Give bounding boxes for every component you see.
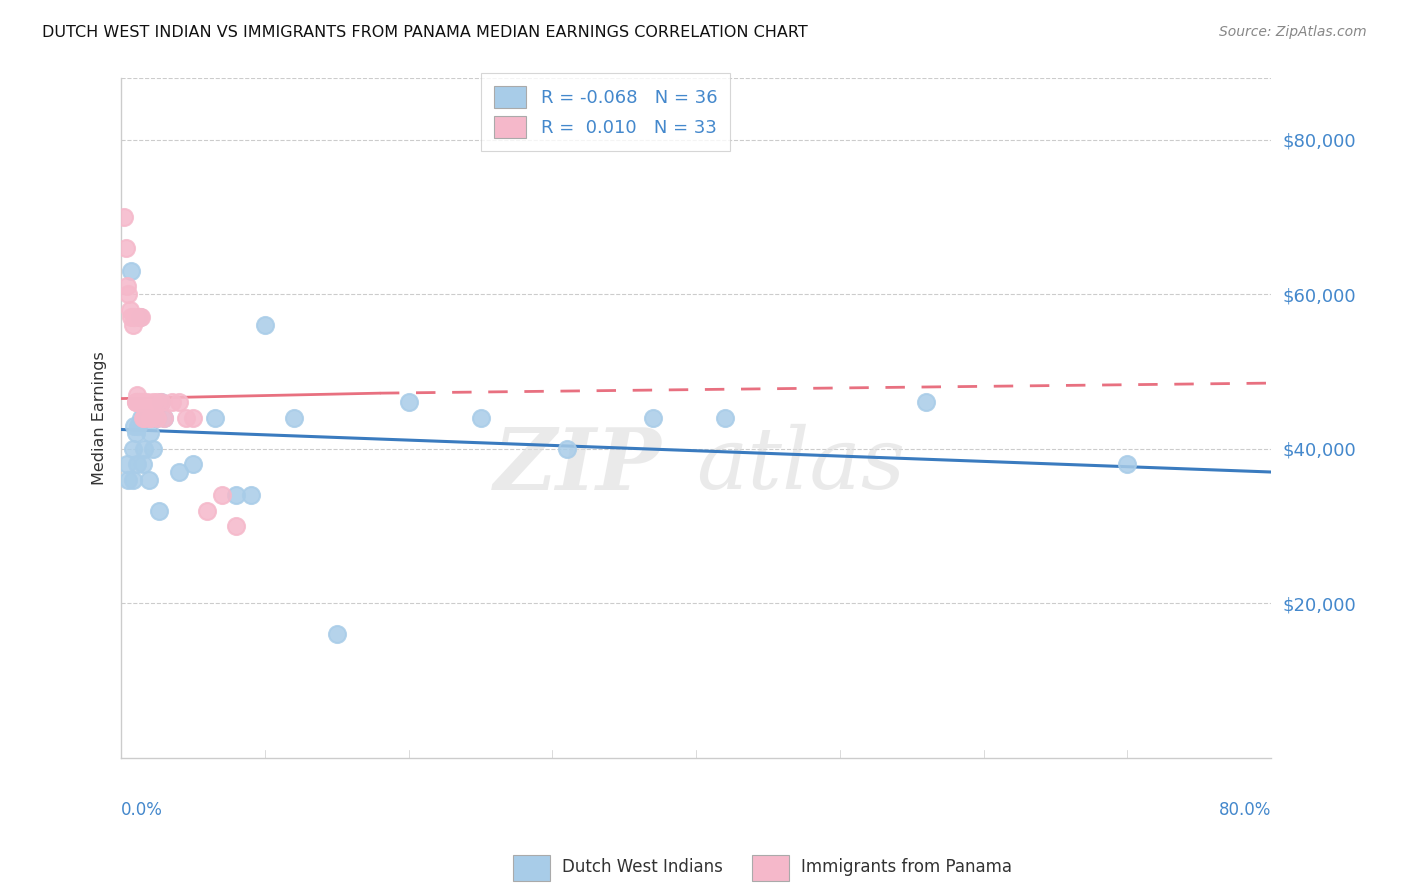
Point [153, 410, 176, 425]
Point [153, 410, 176, 425]
Point [915, 395, 938, 409]
Point [132, 457, 155, 471]
Point [124, 395, 146, 409]
Point [160, 395, 183, 409]
Point [129, 310, 152, 325]
Point [555, 442, 578, 456]
Point [181, 410, 204, 425]
Point [121, 473, 143, 487]
Point [131, 410, 153, 425]
Point [117, 287, 139, 301]
Point [398, 395, 420, 409]
Point [181, 457, 204, 471]
Point [139, 410, 162, 425]
Point [132, 410, 155, 425]
Point [125, 457, 148, 471]
Text: atlas: atlas [696, 425, 905, 507]
Point [138, 473, 160, 487]
Point [326, 627, 349, 641]
Point [1116, 457, 1139, 471]
Point [112, 210, 135, 224]
Point [139, 426, 162, 441]
Text: DUTCH WEST INDIAN VS IMMIGRANTS FROM PANAMA MEDIAN EARNINGS CORRELATION CHART: DUTCH WEST INDIAN VS IMMIGRANTS FROM PAN… [42, 25, 808, 40]
Point [174, 410, 197, 425]
Point [127, 395, 149, 409]
Point [142, 442, 165, 456]
Point [146, 395, 169, 409]
Point [641, 410, 664, 425]
Point [136, 395, 159, 409]
Point [127, 418, 149, 433]
Point [136, 410, 159, 425]
Point [134, 410, 156, 425]
Point [114, 241, 136, 255]
Point [167, 395, 190, 409]
Point [121, 318, 143, 332]
Point [148, 504, 170, 518]
Point [239, 488, 262, 502]
Point [211, 488, 233, 502]
Legend: R = -0.068   N = 36, R =  0.010   N = 33: R = -0.068 N = 36, R = 0.010 N = 33 [481, 73, 730, 151]
Point [131, 310, 153, 325]
Point [470, 410, 492, 425]
Y-axis label: Median Earnings: Median Earnings [93, 351, 107, 484]
Point [139, 410, 162, 425]
Point [225, 488, 247, 502]
Point [125, 387, 148, 401]
Point [150, 395, 173, 409]
Point [204, 410, 226, 425]
Point [120, 310, 142, 325]
Point [150, 395, 173, 409]
Text: Source: ZipAtlas.com: Source: ZipAtlas.com [1219, 25, 1367, 39]
Point [124, 395, 146, 409]
Point [134, 442, 156, 456]
Point [132, 395, 155, 409]
Point [120, 264, 142, 278]
Point [225, 519, 247, 533]
Point [115, 279, 138, 293]
Point [167, 465, 190, 479]
Text: Dutch West Indians: Dutch West Indians [562, 858, 723, 876]
Point [146, 410, 169, 425]
Text: 0.0%: 0.0% [121, 801, 163, 819]
Text: ZIP: ZIP [494, 424, 662, 508]
Point [122, 418, 145, 433]
Point [124, 426, 146, 441]
Point [129, 310, 152, 325]
Point [118, 302, 141, 317]
Point [115, 457, 138, 471]
Point [142, 395, 165, 409]
Point [253, 318, 276, 332]
Point [197, 504, 219, 518]
Point [117, 473, 139, 487]
Point [122, 310, 145, 325]
Text: 80.0%: 80.0% [1219, 801, 1271, 819]
Point [129, 395, 152, 409]
Point [121, 442, 143, 456]
Point [283, 410, 305, 425]
Text: Immigrants from Panama: Immigrants from Panama [801, 858, 1012, 876]
Point [714, 410, 737, 425]
Point [146, 410, 169, 425]
